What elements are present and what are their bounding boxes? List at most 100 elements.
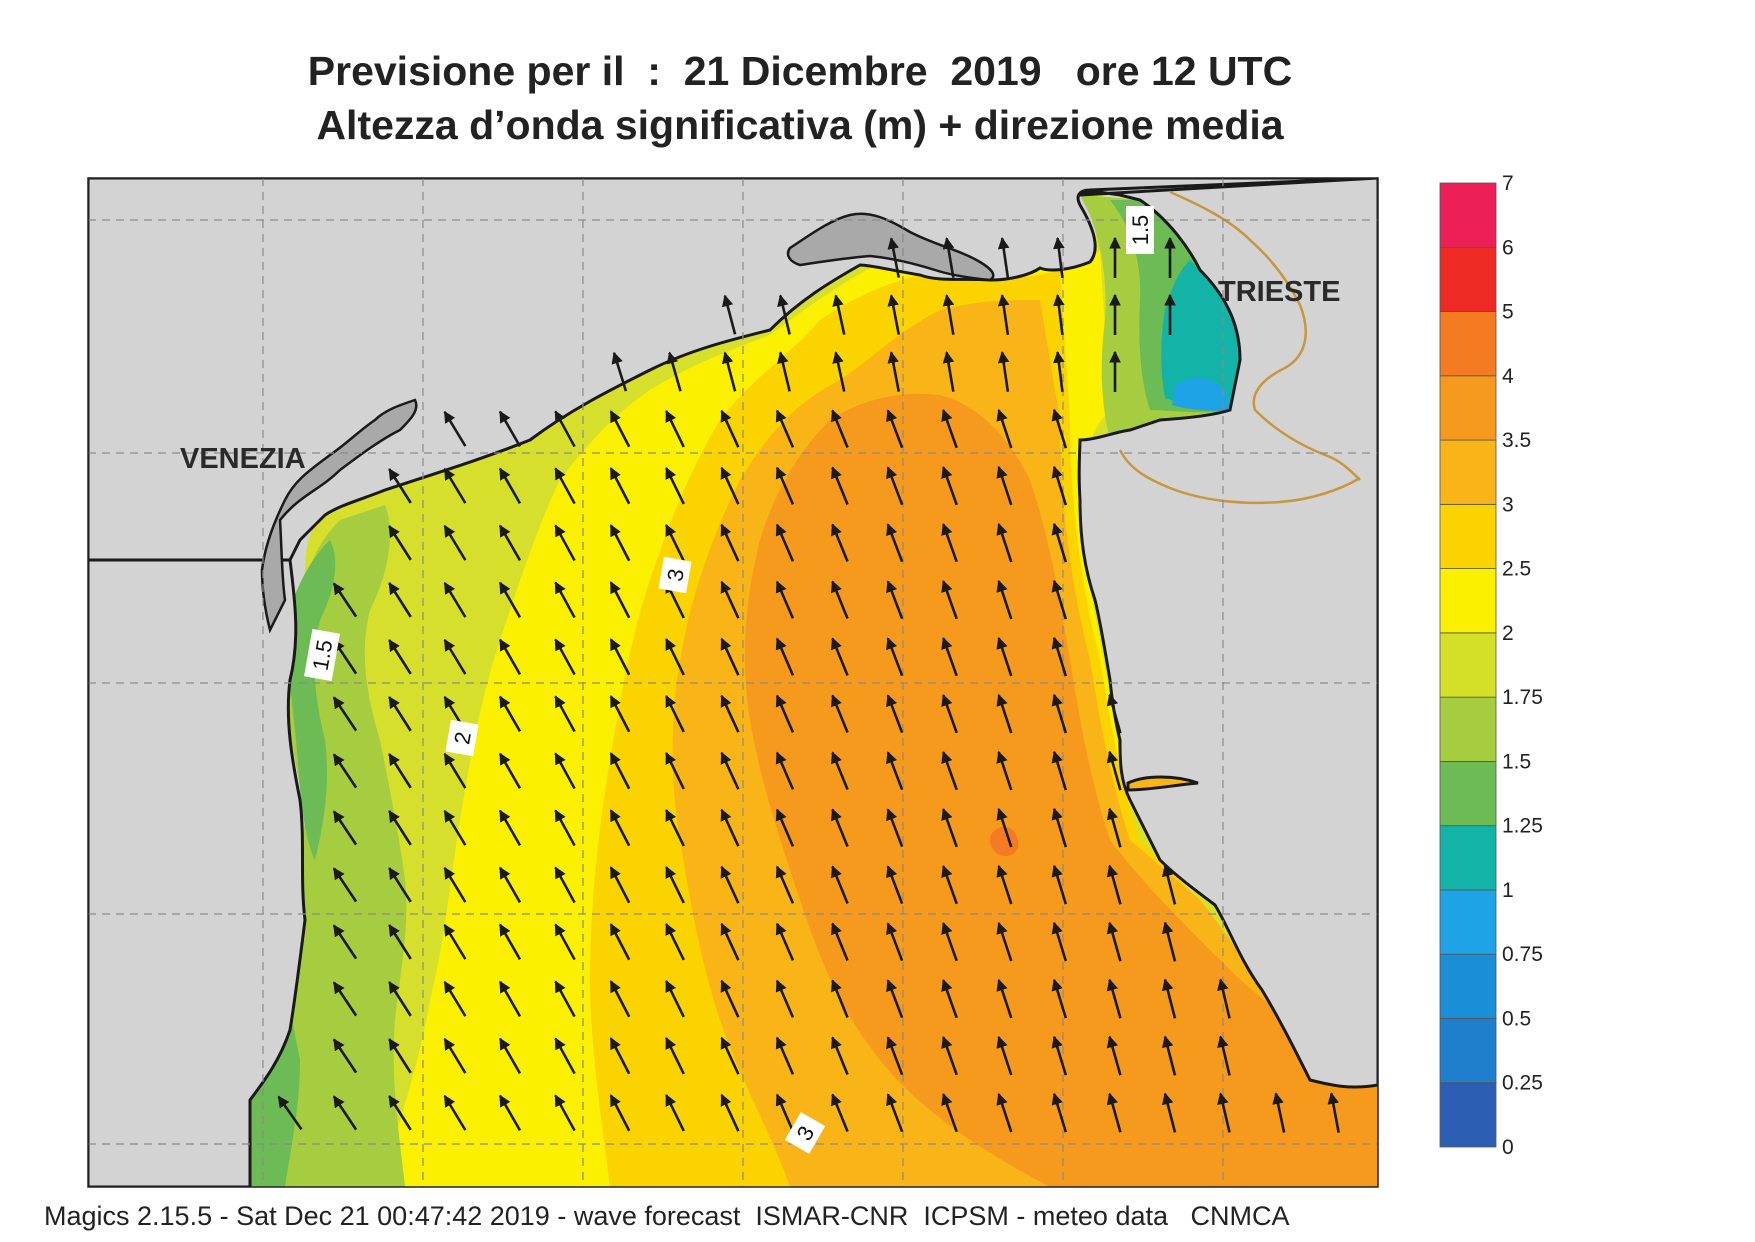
wave-band-0-75-east <box>1172 378 1230 411</box>
direction-arrow <box>942 351 955 392</box>
direction-arrow <box>996 522 1013 563</box>
direction-arrow <box>554 524 576 562</box>
direction-arrow <box>1051 1092 1068 1133</box>
direction-arrow <box>498 809 522 846</box>
direction-arrow <box>941 1036 958 1076</box>
colorbar-swatch <box>1439 825 1497 891</box>
direction-arrow <box>942 294 955 335</box>
direction-arrow <box>1161 978 1177 1019</box>
direction-arrow <box>665 637 685 676</box>
direction-arrow <box>1217 1092 1231 1133</box>
direction-arrow <box>886 922 904 962</box>
direction-arrow <box>609 752 631 790</box>
direction-arrow <box>498 752 522 789</box>
direction-arrow <box>886 1036 904 1076</box>
direction-arrow <box>831 466 849 506</box>
footer-credits: Magics 2.15.5 - Sat Dec 21 00:47:42 2019… <box>44 1201 1290 1231</box>
direction-arrow <box>665 694 685 733</box>
direction-arrow <box>886 694 904 734</box>
direction-arrow <box>720 808 740 847</box>
direction-arrow <box>554 695 576 733</box>
direction-arrow <box>831 637 849 677</box>
direction-arrow <box>609 695 631 733</box>
direction-arrow <box>941 979 958 1019</box>
direction-arrow <box>886 865 904 905</box>
direction-arrow <box>1161 1092 1177 1133</box>
direction-arrow <box>886 979 904 1019</box>
direction-arrow <box>443 752 467 789</box>
venice-lagoon <box>260 398 418 634</box>
direction-arrow <box>665 523 685 562</box>
direction-arrow <box>1053 293 1065 336</box>
direction-arrow <box>665 466 685 505</box>
direction-arrow <box>332 981 358 1017</box>
colorbar-tick-label: 6 <box>1502 236 1514 259</box>
direction-arrow <box>554 1037 576 1075</box>
direction-arrow <box>611 351 628 392</box>
direction-arrow <box>886 409 904 449</box>
colorbar-tick-label: 7 <box>1502 172 1514 195</box>
contour-label-2: 1.5 <box>1126 206 1154 254</box>
direction-arrow <box>941 409 958 449</box>
direction-arrow <box>665 409 685 448</box>
direction-arrow <box>720 751 740 790</box>
direction-arrow <box>554 1094 576 1132</box>
direction-arrow <box>941 808 958 848</box>
direction-arrow <box>996 408 1013 449</box>
direction-arrow <box>996 864 1013 905</box>
direction-arrow <box>996 750 1013 791</box>
direction-arrow <box>665 922 685 961</box>
direction-arrow <box>886 1093 904 1133</box>
contour-label-1: 1.5 <box>304 628 340 682</box>
direction-arrow <box>720 466 740 505</box>
direction-arrow <box>1161 1035 1177 1076</box>
direction-arrow <box>443 638 467 675</box>
direction-arrow <box>498 980 522 1017</box>
direction-arrow <box>443 980 467 1017</box>
direction-arrow <box>941 865 958 905</box>
direction-arrow <box>443 524 467 561</box>
colorbar-tick-label: 0.75 <box>1502 943 1543 966</box>
direction-arrows <box>277 236 1340 1133</box>
direction-arrow <box>886 523 904 563</box>
direction-arrow <box>332 810 358 846</box>
direction-arrow <box>831 694 849 734</box>
direction-arrow <box>1161 921 1177 962</box>
direction-arrow <box>720 1093 740 1132</box>
direction-arrow <box>775 922 795 961</box>
direction-arrow <box>1051 807 1068 848</box>
direction-arrow <box>720 580 740 619</box>
direction-arrow <box>665 979 685 1018</box>
direction-arrow <box>277 1095 303 1131</box>
direction-arrow <box>996 1092 1013 1133</box>
direction-arrow <box>609 980 631 1018</box>
direction-arrow <box>388 696 412 732</box>
direction-arrow <box>554 752 576 790</box>
direction-arrow <box>720 979 740 1018</box>
direction-arrow <box>332 1095 358 1131</box>
direction-arrow <box>886 751 904 791</box>
direction-arrow <box>777 351 791 392</box>
direction-arrow <box>775 637 795 676</box>
colorbar-tick-label: 2 <box>1502 622 1514 645</box>
direction-arrow <box>554 581 576 619</box>
direction-arrow <box>1106 750 1122 791</box>
direction-arrow <box>941 523 958 563</box>
direction-arrow <box>831 1093 849 1133</box>
gridlines <box>88 178 1378 1187</box>
direction-arrow <box>665 751 685 790</box>
colorbar-swatch <box>1439 632 1497 698</box>
direction-arrow <box>498 1094 522 1131</box>
direction-arrow <box>996 921 1013 962</box>
east-coastline <box>1077 178 1378 1089</box>
direction-arrow <box>332 924 358 960</box>
direction-arrow <box>443 1037 467 1074</box>
direction-arrow <box>720 694 740 733</box>
direction-arrow <box>887 237 901 278</box>
direction-arrow <box>886 637 904 677</box>
direction-arrow <box>498 524 522 561</box>
direction-arrow <box>1053 236 1065 279</box>
direction-arrow <box>498 581 522 618</box>
north-coastline <box>88 178 1378 602</box>
